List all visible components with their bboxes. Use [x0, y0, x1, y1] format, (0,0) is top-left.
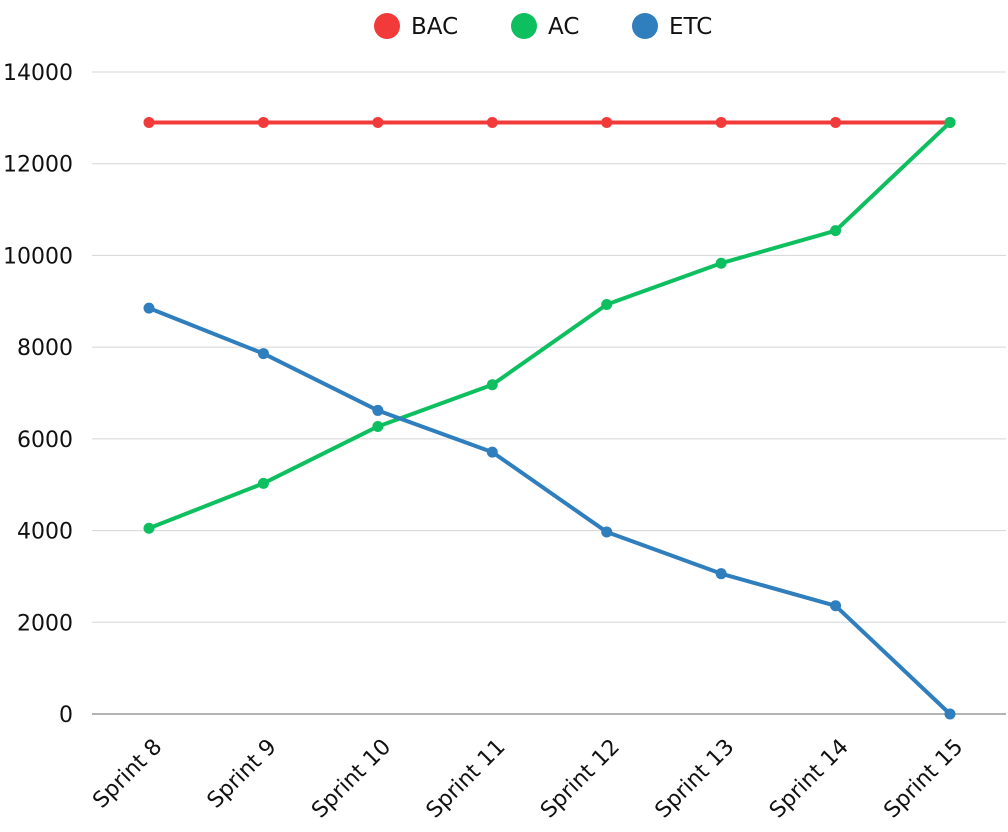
- y-tick-label: 12000: [3, 153, 73, 178]
- x-tick-label: Sprint 9: [203, 735, 282, 814]
- data-point-ac: [830, 225, 842, 237]
- data-point-etc: [830, 600, 842, 612]
- data-point-ac: [372, 420, 384, 432]
- data-point-ac: [944, 116, 956, 128]
- x-tick-label: Sprint 13: [651, 735, 740, 824]
- legend-marker: [374, 13, 400, 39]
- y-tick-label: 0: [59, 703, 73, 728]
- x-tick-label: Sprint 12: [536, 735, 625, 824]
- data-point-ac: [143, 522, 155, 534]
- data-point-bac: [715, 116, 727, 128]
- y-tick-label: 4000: [17, 520, 73, 545]
- y-axis-tick-labels: 0 2000 4000 6000 8000 10000 12000 14000: [3, 61, 73, 728]
- series-bac: [143, 116, 956, 128]
- x-tick-label: Sprint 11: [422, 735, 511, 824]
- series-line-ac: [147, 120, 952, 531]
- legend-marker: [632, 13, 658, 39]
- data-point-ac: [257, 477, 269, 489]
- data-point-bac: [830, 116, 842, 128]
- legend-marker: [511, 13, 537, 39]
- data-point-ac: [486, 379, 498, 391]
- data-point-etc: [257, 348, 269, 360]
- legend-label: AC: [548, 14, 579, 40]
- data-point-bac: [257, 116, 269, 128]
- x-tick-label: Sprint 8: [88, 735, 167, 814]
- x-axis-tick-labels: Sprint 8 Sprint 9 Sprint 10 Sprint 11 Sprint…: [88, 735, 968, 824]
- y-tick-label: 10000: [3, 244, 73, 269]
- series-ac: [143, 116, 956, 534]
- y-tick-label: 6000: [17, 428, 73, 453]
- data-point-ac: [715, 257, 727, 269]
- data-point-ac: [601, 298, 613, 310]
- data-point-etc: [715, 568, 727, 580]
- series-etc: [143, 302, 956, 720]
- y-tick-label: 8000: [17, 336, 73, 361]
- data-point-etc: [944, 708, 956, 720]
- legend-label: BAC: [411, 14, 458, 40]
- data-point-etc: [601, 526, 613, 538]
- data-point-bac: [601, 116, 613, 128]
- x-tick-label: Sprint 10: [307, 735, 396, 824]
- series-line-etc: [147, 306, 952, 716]
- x-tick-label: Sprint 14: [765, 735, 854, 824]
- data-point-etc: [372, 404, 384, 416]
- data-point-bac: [486, 116, 498, 128]
- gridlines: [92, 71, 1006, 715]
- data-point-bac: [143, 116, 155, 128]
- y-tick-label: 2000: [17, 611, 73, 636]
- data-point-bac: [372, 116, 384, 128]
- legend-item-etc: ETC: [632, 13, 712, 40]
- legend: BAC AC ETC: [374, 13, 712, 40]
- y-tick-label: 14000: [3, 61, 73, 86]
- series-lines: [143, 116, 956, 720]
- data-point-etc: [486, 446, 498, 458]
- legend-item-ac: AC: [511, 13, 579, 40]
- legend-label: ETC: [669, 14, 712, 40]
- data-point-etc: [143, 302, 155, 314]
- legend-item-bac: BAC: [374, 13, 458, 40]
- x-tick-label: Sprint 15: [879, 735, 968, 824]
